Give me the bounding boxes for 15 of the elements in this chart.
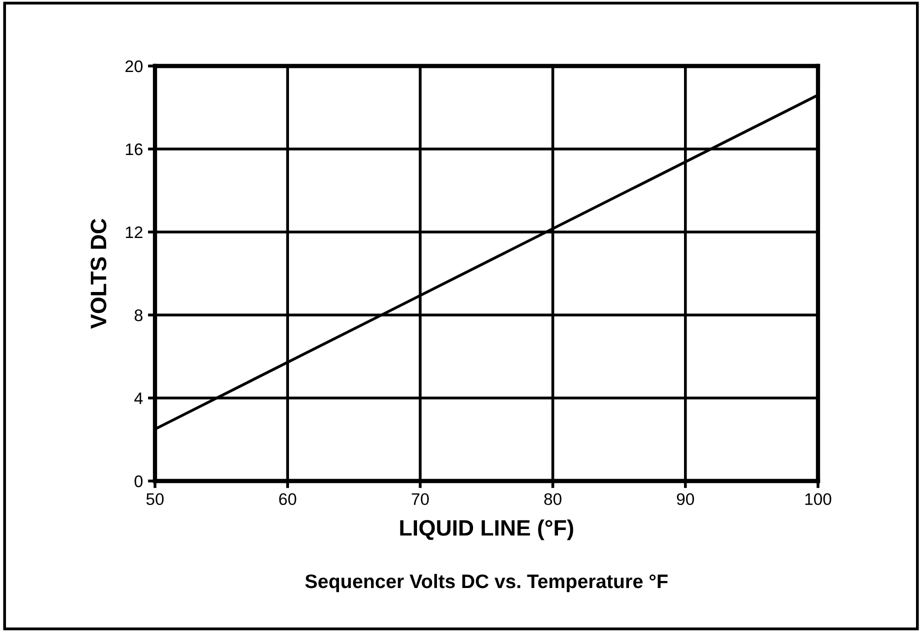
y-tick-label: 8 xyxy=(134,309,142,322)
y-tick-label: 16 xyxy=(126,143,142,156)
y-tick-label: 12 xyxy=(126,226,142,238)
y-tick-label: 4 xyxy=(134,392,143,404)
text: Sequencer Volts DC vs. Temperature °F xyxy=(305,574,668,592)
y-tick-label: 20 xyxy=(125,60,143,72)
x-axis-title: LIQUID LINE (°F) xyxy=(400,519,574,540)
x-tick-label: 60 xyxy=(279,493,296,506)
y-tick-label: 0 xyxy=(134,475,143,488)
x-tick-label: 100 xyxy=(805,493,832,506)
x-tick-label: 80 xyxy=(544,493,562,506)
x-tick-label: 70 xyxy=(412,493,429,506)
x-tick-label: 50 xyxy=(146,493,164,506)
y-axis-title: VOLTS DC xyxy=(90,218,106,329)
x-tick-label: 90 xyxy=(676,493,694,506)
